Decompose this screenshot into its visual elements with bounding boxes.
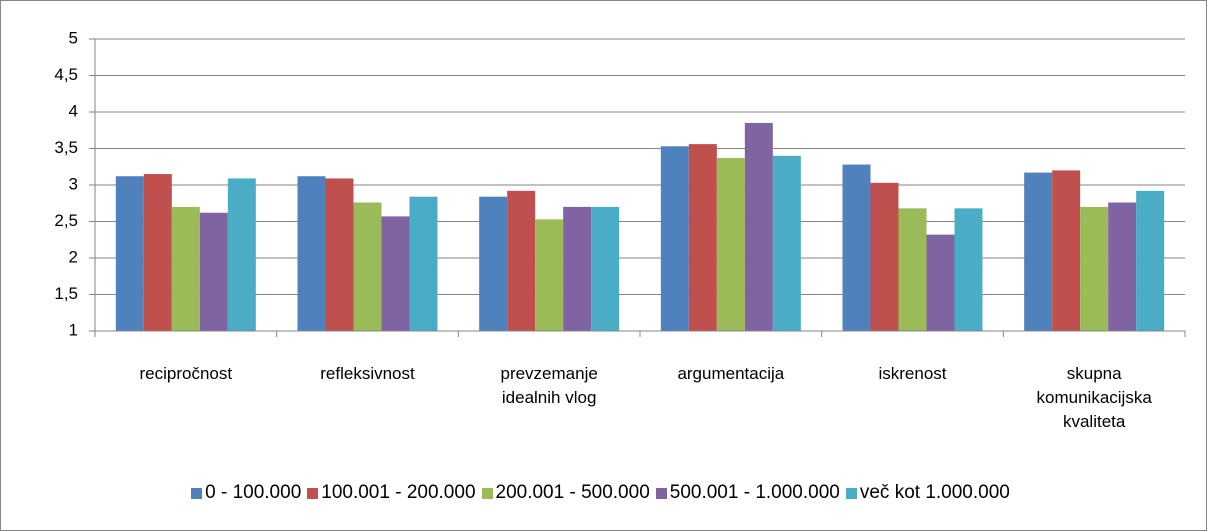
bar bbox=[744, 122, 773, 331]
bar bbox=[1080, 206, 1109, 331]
legend-swatch bbox=[307, 487, 319, 499]
bar bbox=[954, 208, 983, 331]
bar bbox=[353, 202, 382, 331]
y-tick-label: 1 bbox=[69, 320, 78, 339]
x-tick-label: refleksivnost bbox=[320, 364, 415, 383]
y-tick-label: 3,5 bbox=[54, 138, 78, 157]
bar bbox=[660, 146, 689, 331]
y-tick-label: 4 bbox=[69, 101, 78, 120]
bar bbox=[227, 178, 256, 331]
bar bbox=[325, 178, 354, 331]
bar bbox=[772, 155, 801, 331]
bar bbox=[842, 164, 871, 331]
bar bbox=[563, 206, 592, 331]
x-tick-label: argumentacija bbox=[677, 364, 785, 383]
y-tick-label: 3 bbox=[69, 174, 78, 193]
bar bbox=[409, 196, 438, 331]
bar bbox=[898, 208, 927, 331]
bar bbox=[1052, 170, 1081, 331]
legend-swatch bbox=[655, 487, 667, 499]
bar bbox=[297, 176, 326, 331]
legend-label: 0 - 100.000 bbox=[205, 482, 302, 503]
bar bbox=[171, 206, 200, 331]
bar bbox=[199, 212, 228, 331]
bar bbox=[688, 144, 717, 331]
bar bbox=[926, 234, 955, 331]
bar bbox=[870, 182, 899, 331]
legend-item: 500.001 - 1.000.000 bbox=[655, 482, 840, 504]
bar bbox=[716, 157, 745, 331]
bar bbox=[591, 206, 620, 331]
legend-label: 100.001 - 200.000 bbox=[321, 482, 476, 503]
legend-label: 500.001 - 1.000.000 bbox=[669, 482, 840, 503]
legend-swatch bbox=[845, 487, 857, 499]
y-tick-label: 2,5 bbox=[54, 211, 78, 230]
x-tick-label: prevzemanje idealnih vlog bbox=[500, 364, 598, 407]
bar bbox=[507, 190, 536, 331]
legend-item: 0 - 100.000 bbox=[191, 482, 301, 504]
bar bbox=[535, 219, 564, 331]
legend-label: 200.001 - 500.000 bbox=[495, 482, 650, 503]
x-tick-label: recipročnost bbox=[139, 364, 233, 383]
bar bbox=[143, 174, 172, 331]
x-tick-label: iskrenost bbox=[878, 364, 947, 383]
bar bbox=[1136, 190, 1165, 331]
y-tick-label: 4,5 bbox=[54, 65, 78, 84]
bar bbox=[1024, 172, 1053, 331]
legend: 0 - 100.000 100.001 - 200.000 200.001 - 50… bbox=[0, 482, 1207, 504]
legend-item: 100.001 - 200.000 bbox=[307, 482, 476, 504]
x-tick-label: skupna komunikacijska kvaliteta bbox=[1036, 364, 1152, 431]
y-tick-label: 5 bbox=[69, 28, 78, 47]
bar bbox=[1108, 202, 1137, 331]
legend-label: več kot 1.000.000 bbox=[859, 482, 1010, 503]
y-tick-label: 1,5 bbox=[54, 284, 78, 303]
y-tick-label: 2 bbox=[69, 247, 78, 266]
bar bbox=[381, 216, 410, 331]
legend-item: 200.001 - 500.000 bbox=[481, 482, 650, 504]
bar bbox=[115, 176, 144, 331]
legend-swatch bbox=[191, 487, 203, 499]
legend-item: več kot 1.000.000 bbox=[845, 482, 1010, 504]
legend-swatch bbox=[481, 487, 493, 499]
bar bbox=[479, 196, 508, 331]
